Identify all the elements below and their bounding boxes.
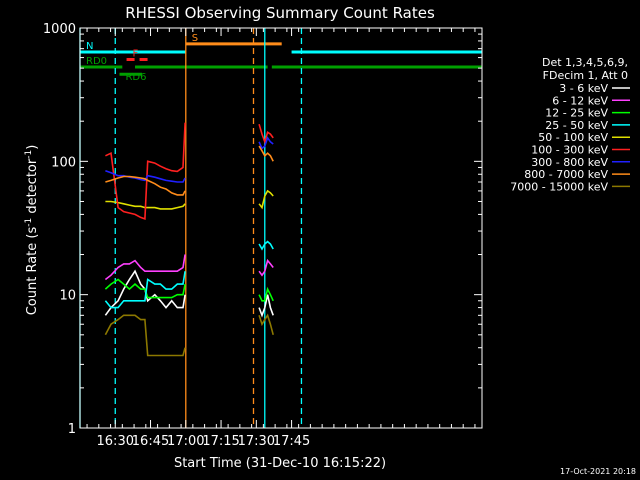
x-tick-label: 17:00 — [167, 434, 204, 449]
flag-label: RD6 — [125, 72, 146, 83]
observing-flags: N F S RD0 RD6 — [80, 33, 482, 83]
series-line — [105, 200, 186, 210]
series-line — [258, 294, 274, 318]
y-tick-label: 100 — [51, 155, 76, 170]
legend-entry-label: 12 - 25 keV — [545, 107, 608, 120]
y-axis-label-mid: detector — [25, 158, 40, 218]
series-line — [258, 258, 274, 277]
y-tick-label: 10 — [59, 289, 76, 304]
series-line — [104, 254, 186, 281]
plot-frame — [79, 27, 483, 429]
series-line — [104, 314, 186, 357]
series-line — [104, 271, 186, 309]
legend-entry-label: 800 - 7000 keV — [524, 168, 608, 181]
flag-label: S — [192, 33, 198, 44]
x-tick-label: 17:45 — [273, 434, 310, 449]
series-line — [258, 136, 274, 150]
legend-entry-label: 7000 - 15000 keV — [510, 180, 608, 193]
count-rate-series — [104, 122, 274, 357]
series-line — [105, 122, 186, 221]
y-axis-label-sup1: -1 — [24, 218, 34, 227]
flag-label: RD0 — [86, 56, 107, 67]
series-line — [258, 145, 274, 162]
legend-entry-label: 3 - 6 keV — [559, 82, 608, 95]
x-axis-label: Start Time (31-Dec-10 16:15:22) — [174, 456, 386, 471]
series-line — [105, 175, 186, 196]
y-tick-label: 1000 — [43, 22, 76, 37]
x-tick-label: 16:45 — [132, 434, 169, 449]
legend-entry-label: 25 - 50 keV — [545, 119, 608, 132]
series-line — [258, 313, 274, 336]
series-line — [258, 189, 274, 210]
legend-entry-label: 300 - 800 keV — [531, 156, 608, 169]
flag-label: F — [133, 49, 139, 60]
chart-title: RHESSI Observing Summary Count Rates — [125, 4, 435, 22]
x-tick-label: 17:15 — [202, 434, 239, 449]
y-axis-label-sup2: -1 — [24, 150, 34, 159]
series-line — [105, 169, 186, 183]
series-line — [258, 123, 274, 145]
legend-entry-label: 100 - 300 keV — [531, 144, 608, 157]
y-axis-label: Count Rate (s-1 detector-1) — [24, 145, 40, 316]
legend-header-line: FDecim 1, Att 0 — [543, 69, 628, 82]
flag-label: N — [86, 41, 93, 52]
y-tick-label: 1 — [68, 422, 76, 437]
legend-entry-label: 50 - 100 keV — [538, 131, 608, 144]
series-line — [258, 240, 274, 251]
y-axis-label-main: Count Rate (s — [25, 227, 40, 316]
legend-entry-label: 6 - 12 keV — [552, 94, 608, 107]
legend: Det 1,3,4,5,6,9,FDecim 1, Att 03 - 6 keV… — [510, 56, 630, 193]
x-tick-label: 17:30 — [238, 434, 275, 449]
legend-header-line: Det 1,3,4,5,6,9, — [542, 56, 628, 69]
plot-timestamp: 17-Oct-2021 20:18 — [560, 467, 636, 476]
y-axis-label-end: ) — [25, 145, 40, 150]
x-tick-label: 16:30 — [97, 434, 134, 449]
series-line — [258, 286, 274, 302]
